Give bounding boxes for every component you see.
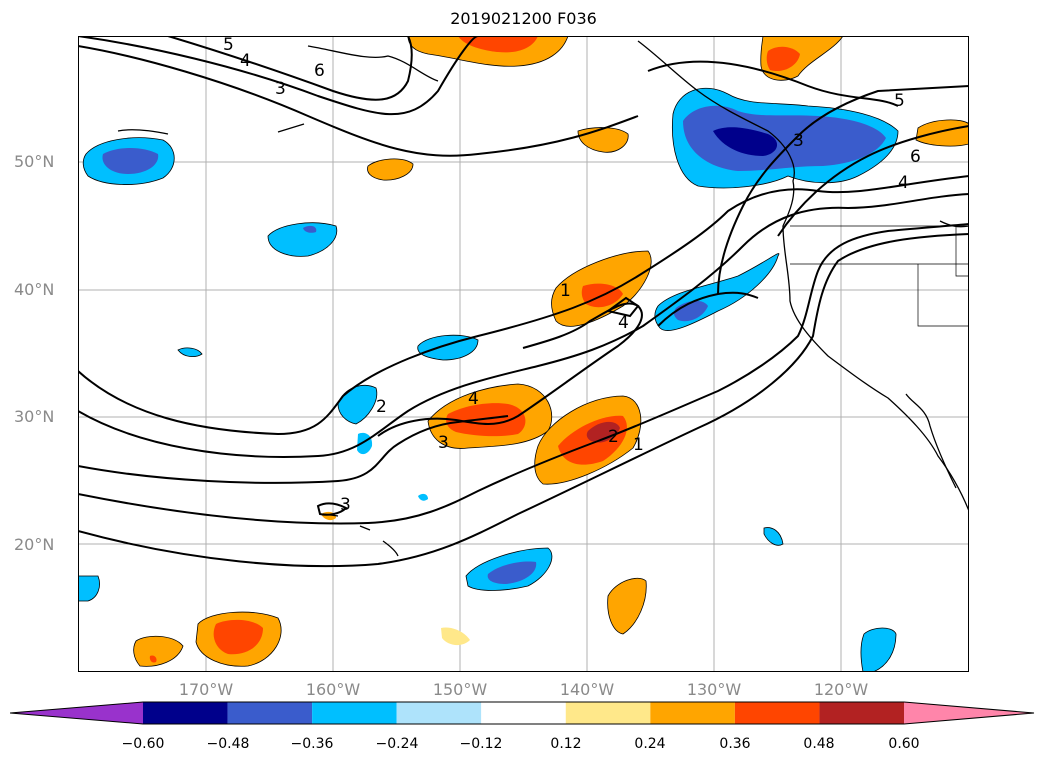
colorbar-segment bbox=[650, 702, 735, 724]
lon-label: 170°W bbox=[178, 680, 234, 699]
colorbar-segment bbox=[734, 702, 820, 724]
contour-label: 3 bbox=[438, 433, 449, 453]
contour-label: 6 bbox=[314, 61, 325, 81]
colorbar bbox=[10, 701, 1035, 725]
coastlines bbox=[117, 40, 969, 557]
colorbar-tick: −0.36 bbox=[290, 736, 334, 752]
colorbar-extend-high bbox=[904, 702, 1034, 724]
colorbar-segment bbox=[565, 702, 651, 724]
contour-label: 4 bbox=[618, 313, 629, 333]
colorbar-tick: 0.60 bbox=[888, 736, 920, 752]
colorbar-tick: 0.12 bbox=[550, 736, 582, 752]
contour-label: 3 bbox=[275, 79, 286, 99]
contour-label: 1 bbox=[560, 281, 571, 301]
lon-label: 140°W bbox=[559, 680, 615, 699]
contour-label: 5 bbox=[223, 36, 234, 55]
lat-label: 30°N bbox=[14, 407, 55, 426]
contour-label-group: 5 4 3 6 5 6 4 3 1 4 2 4 3 2 1 3 bbox=[223, 36, 921, 515]
contour-label: 2 bbox=[376, 397, 387, 417]
contour-label: 6 bbox=[910, 147, 921, 167]
contour-label: 2 bbox=[608, 427, 619, 447]
lon-label: 130°W bbox=[686, 680, 742, 699]
colorbar-segment bbox=[312, 702, 397, 724]
contour-label: 1 bbox=[633, 435, 644, 455]
colorbar-tick: −0.24 bbox=[375, 736, 419, 752]
contour-label: 3 bbox=[793, 131, 804, 151]
lat-label: 50°N bbox=[14, 152, 55, 171]
lon-label: 150°W bbox=[432, 680, 488, 699]
colorbar-segment bbox=[396, 702, 482, 724]
colorbar-tick: −0.12 bbox=[459, 736, 503, 752]
colorbar-outline bbox=[10, 701, 1035, 725]
colorbar-tick: −0.48 bbox=[206, 736, 250, 752]
lat-label: 40°N bbox=[14, 280, 55, 299]
colorbar-tick: 0.36 bbox=[719, 736, 751, 752]
map-panel: 5 4 3 6 5 6 4 3 1 4 2 4 3 2 1 3 bbox=[78, 36, 969, 672]
colorbar-tick: 0.24 bbox=[634, 736, 666, 752]
contour-label: 4 bbox=[468, 389, 479, 409]
contour-label: 3 bbox=[340, 495, 351, 515]
lat-label: 20°N bbox=[14, 535, 55, 554]
height-contours bbox=[78, 36, 969, 568]
lon-label: 120°W bbox=[813, 680, 869, 699]
contour-label: 4 bbox=[240, 51, 251, 71]
plot-title: 2019021200 F036 bbox=[450, 9, 597, 28]
contour-label: 4 bbox=[898, 173, 909, 193]
anomaly-shading bbox=[78, 36, 969, 672]
colorbar-segment bbox=[227, 702, 313, 724]
lon-label: 160°W bbox=[305, 680, 361, 699]
contour-label: 5 bbox=[894, 91, 905, 111]
colorbar-extend-low bbox=[10, 702, 143, 724]
colorbar-segment bbox=[481, 702, 566, 724]
colorbar-tick: −0.60 bbox=[121, 736, 165, 752]
colorbar-tick: 0.48 bbox=[803, 736, 835, 752]
map-canvas: 5 4 3 6 5 6 4 3 1 4 2 4 3 2 1 3 bbox=[78, 36, 969, 672]
colorbar-segment bbox=[819, 702, 904, 724]
colorbar-segment bbox=[143, 702, 228, 724]
